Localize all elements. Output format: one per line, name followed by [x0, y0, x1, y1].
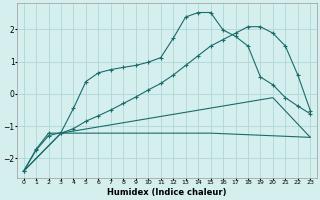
X-axis label: Humidex (Indice chaleur): Humidex (Indice chaleur) [107, 188, 227, 197]
